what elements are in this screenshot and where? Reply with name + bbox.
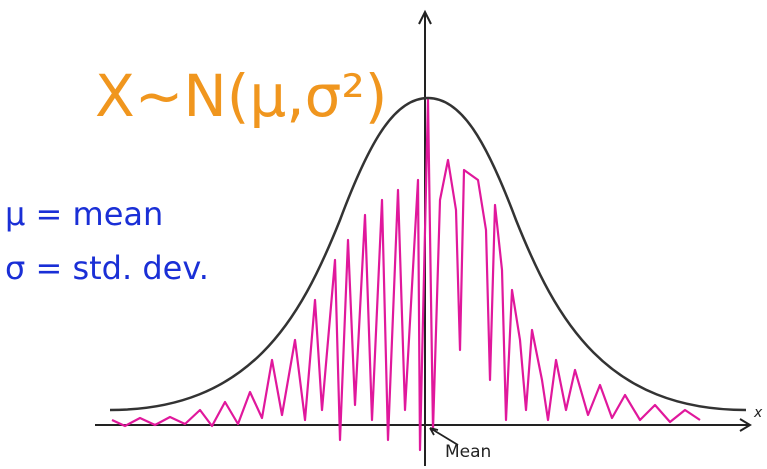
mean-pointer: [429, 427, 459, 446]
mean-label: Mean: [445, 442, 491, 462]
bell-curve: [109, 96, 747, 412]
note: σ = std. dev.: [5, 249, 209, 287]
x-axis-arrow: [739, 418, 752, 432]
y-axis-arrow: [418, 9, 432, 25]
scribble: [111, 98, 701, 452]
formula: X~N(μ,σ²): [95, 62, 387, 130]
note: μ = mean: [5, 195, 163, 233]
axis-label: x: [753, 405, 763, 421]
